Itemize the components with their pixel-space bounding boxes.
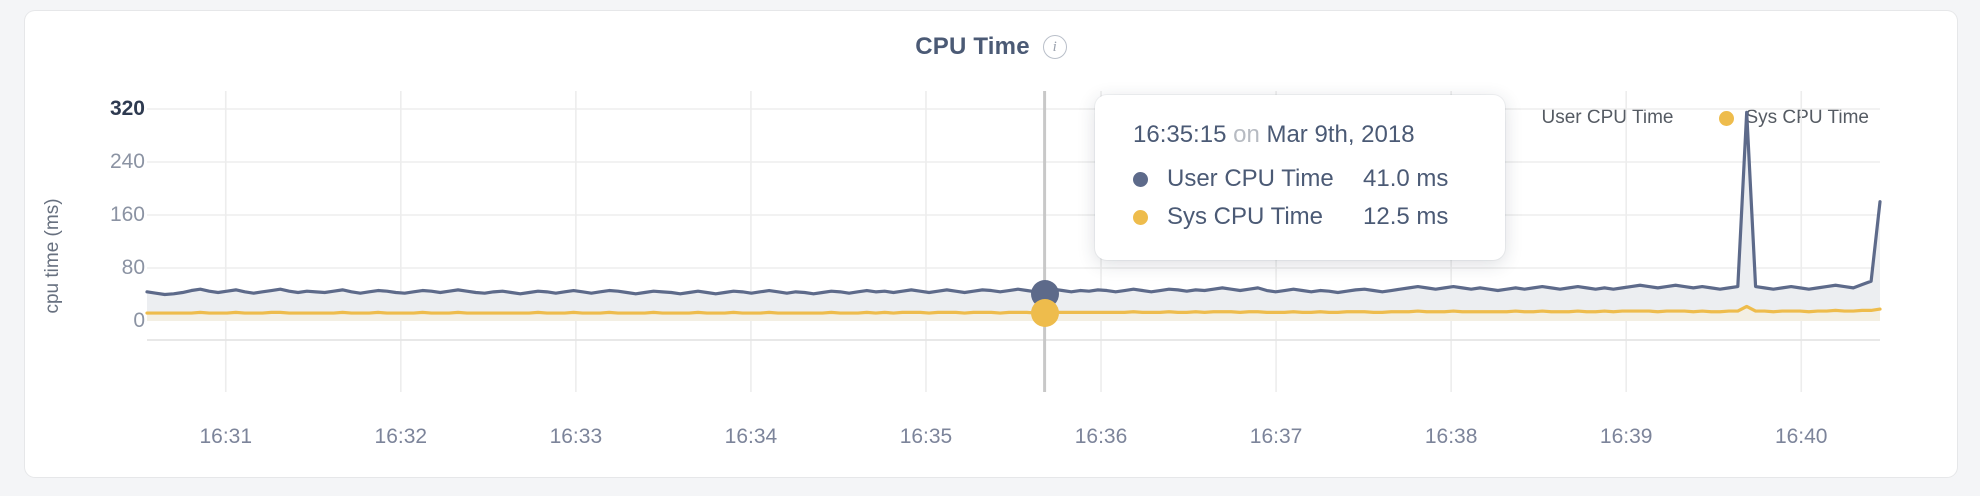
- tooltip-row-sys-cpu-time: Sys CPU Time 12.5 ms: [1095, 198, 1505, 236]
- tooltip-on-word: on: [1233, 121, 1260, 148]
- legend-item-sys-cpu-time[interactable]: Sys CPU Time: [1719, 107, 1869, 129]
- y-axis-tick-labels: 320 240 160 80 0: [25, 11, 145, 477]
- page-title: CPU Time: [915, 33, 1030, 60]
- tooltip-value-sys-cpu-time: 12.5 ms: [1363, 203, 1449, 230]
- x-tick-16:39: 16:39: [1599, 425, 1653, 448]
- legend-item-user-cpu-time[interactable]: User CPU Time: [1516, 107, 1674, 129]
- tooltip-date: Mar 9th, 2018: [1266, 121, 1415, 148]
- y-tick-80: 80: [121, 256, 145, 279]
- chart-canvas[interactable]: [25, 11, 1957, 477]
- x-tick-16:36: 16:36: [1074, 425, 1128, 448]
- tooltip-value-user-cpu-time: 41.0 ms: [1363, 165, 1449, 192]
- x-tick-16:31: 16:31: [199, 425, 253, 448]
- x-tick-16:37: 16:37: [1249, 425, 1303, 448]
- tooltip-row-user-cpu-time: User CPU Time 41.0 ms: [1095, 160, 1505, 198]
- chart-header: CPU Time i: [25, 33, 1957, 61]
- x-tick-16:38: 16:38: [1424, 425, 1478, 448]
- cpu-time-card: CPU Time i User CPU Time Sys CPU Time 32…: [25, 11, 1957, 477]
- hover-tooltip: 16:35:15 on Mar 9th, 2018 User CPU Time …: [1095, 95, 1505, 260]
- y-tick-320: 320: [109, 97, 145, 120]
- legend-dot-sys-cpu-time: [1719, 110, 1735, 126]
- y-axis-title: cpu time (ms): [42, 198, 63, 314]
- y-tick-240: 240: [109, 150, 145, 173]
- x-tick-16:35: 16:35: [899, 425, 953, 448]
- tooltip-name-sys-cpu-time: Sys CPU Time: [1167, 203, 1324, 230]
- legend-label-user-cpu-time: User CPU Time: [1541, 107, 1674, 128]
- info-icon[interactable]: i: [1042, 35, 1067, 59]
- tooltip-dot-user-cpu-time: [1133, 171, 1148, 187]
- tooltip-name-user-cpu-time: User CPU Time: [1167, 165, 1334, 192]
- x-tick-16:40: 16:40: [1774, 425, 1828, 448]
- x-tick-16:32: 16:32: [374, 425, 428, 448]
- chart-legend: User CPU Time Sys CPU Time: [1516, 107, 1870, 129]
- tooltip-dot-sys-cpu-time: [1133, 209, 1148, 225]
- tooltip-timestamp: 16:35:15 on Mar 9th, 2018: [1095, 121, 1505, 149]
- tooltip-time: 16:35:15: [1133, 121, 1227, 148]
- legend-label-sys-cpu-time: Sys CPU Time: [1745, 107, 1869, 128]
- x-tick-16:33: 16:33: [549, 425, 603, 448]
- y-tick-0: 0: [133, 309, 145, 332]
- x-tick-16:34: 16:34: [724, 425, 778, 448]
- hover-point-sys-cpu-time: [1030, 298, 1059, 327]
- plot-area[interactable]: 320 240 160 80 0 cpu time (ms) 16:31 16:32 16:…: [25, 11, 1957, 477]
- y-tick-160: 160: [109, 203, 145, 226]
